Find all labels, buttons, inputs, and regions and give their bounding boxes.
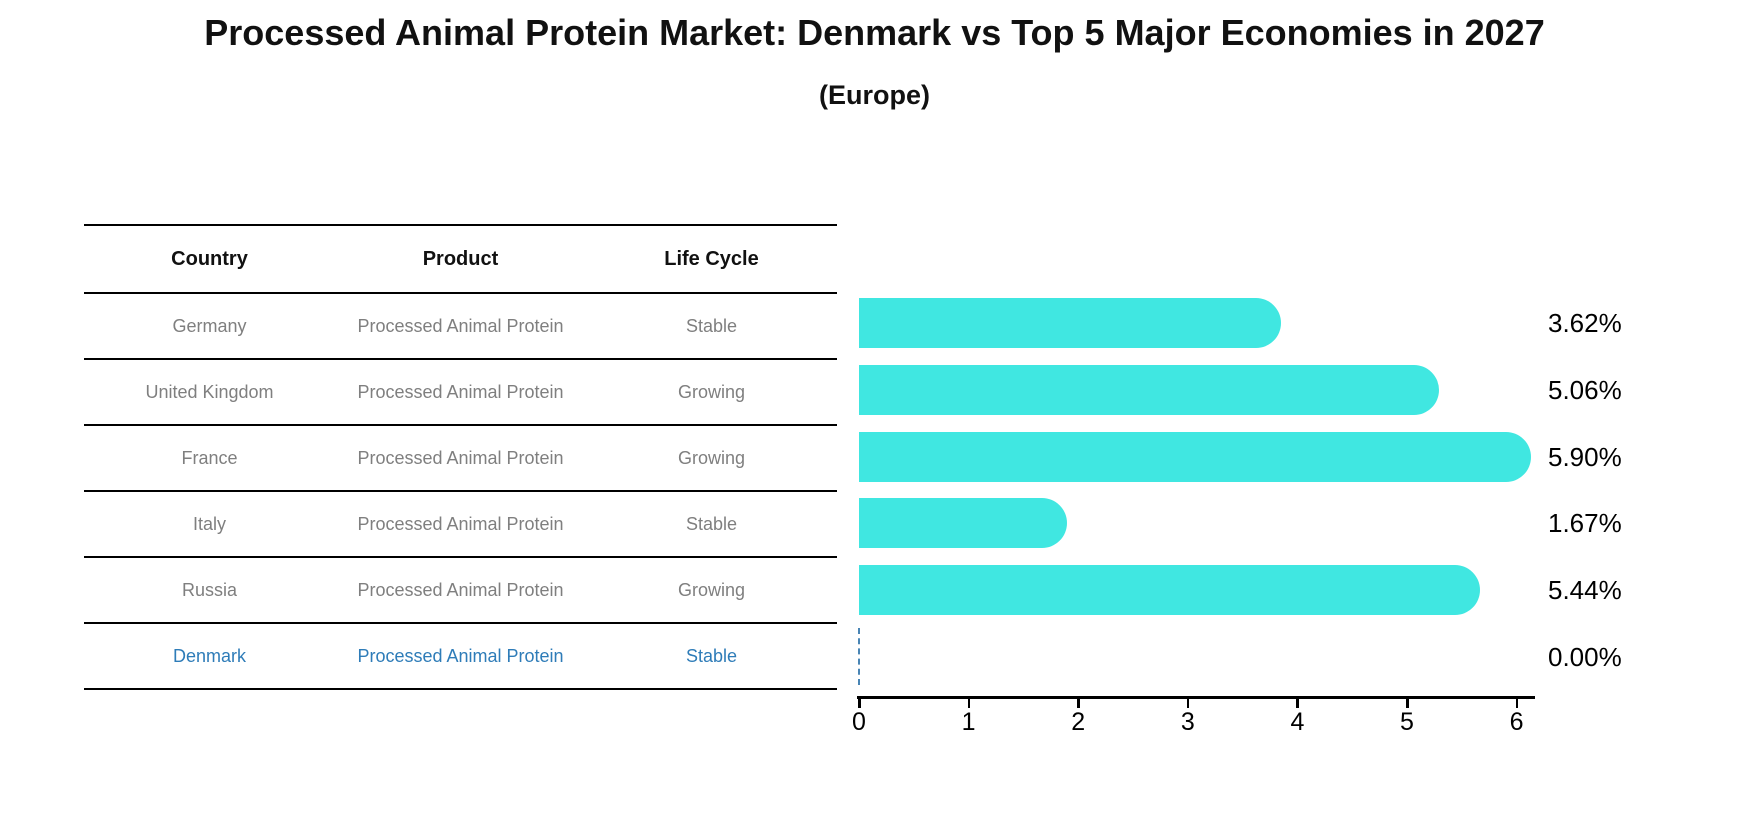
cell-life-cycle: Stable [685,645,738,666]
bar-germany [859,298,1281,349]
x-tick-label-5: 5 [1400,708,1414,736]
value-label-russia: 5.44% [1548,575,1622,605]
bar-russia [859,565,1481,615]
value-label-italy: 1.67% [1548,508,1622,539]
cell-country: France [181,447,238,468]
x-tick-5 [1406,699,1409,708]
table-row-italy: Italy Processed Animal Protein Stable [84,492,837,558]
column-header-life-cycle: Life Cycle [664,247,759,270]
bar-united-kingdom [859,365,1439,415]
cell-life-cycle: Growing [677,447,746,468]
value-label-france: 5.90% [1548,441,1622,472]
x-tick-label-1: 1 [961,708,976,736]
x-tick-4 [1296,699,1299,708]
x-tick-label-3: 3 [1180,708,1195,736]
value-label-united-kingdom: 5.06% [1548,375,1622,405]
x-tick-6 [1515,699,1519,708]
x-tick-2 [1077,699,1080,708]
cell-life-cycle: Growing [677,381,746,402]
chart-subtitle: (Europe) [819,80,930,110]
cell-country: Italy [192,513,226,534]
column-header-country: Country [171,247,248,270]
cell-product: Processed Animal Protein [357,579,564,600]
cell-product: Processed Animal Protein [357,381,564,402]
x-tick-label-4: 4 [1290,708,1305,736]
table-row-united-kingdom: United Kingdom Processed Animal Protein Gr… [84,360,837,426]
table-row-russia: Russia Processed Animal Protein Growing [84,558,837,624]
x-tick-label-6: 6 [1509,708,1524,736]
value-label-denmark: 0.00% [1548,641,1622,672]
bar-france [859,431,1531,482]
chart-title: Processed Animal Protein Market: Denmark… [204,12,1545,53]
cell-country: Denmark [172,645,247,666]
country-table: Country Product Life Cycle Germany Proces… [84,224,837,690]
x-tick-0 [858,699,861,708]
x-tick-label-0: 0 [852,708,866,736]
cell-product: Processed Animal Protein [357,447,564,468]
x-tick-3 [1186,699,1190,708]
cell-country: Russia [181,579,238,600]
cell-product: Processed Animal Protein [357,645,564,666]
x-tick-1 [967,699,971,708]
cell-country: Germany [172,315,247,336]
column-header-product: Product [422,247,499,270]
table-row-france: France Processed Animal Protein Growing [84,426,837,492]
table-row-germany: Germany Processed Animal Protein Stable [84,294,837,360]
bar-chart: 3.62% 5.06% 5.90% 1.67% 5.44% 0.00% 0 1 2 3 4 5 6 [852,290,1749,760]
x-axis-line [857,696,1535,699]
table-header-row: Country Product Life Cycle [84,226,837,294]
cell-product: Processed Animal Protein [357,315,564,336]
cell-life-cycle: Growing [677,579,746,600]
table-row-denmark: Denmark Processed Animal Protein Stable [84,624,837,690]
cell-life-cycle: Stable [685,315,738,336]
cell-product: Processed Animal Protein [357,513,564,534]
cell-country: United Kingdom [145,381,274,402]
zero-value-dashed-line-denmark [858,628,860,686]
bar-italy [859,498,1068,549]
x-tick-label-2: 2 [1071,708,1086,736]
cell-life-cycle: Stable [685,513,738,534]
value-label-germany: 3.62% [1548,308,1622,339]
